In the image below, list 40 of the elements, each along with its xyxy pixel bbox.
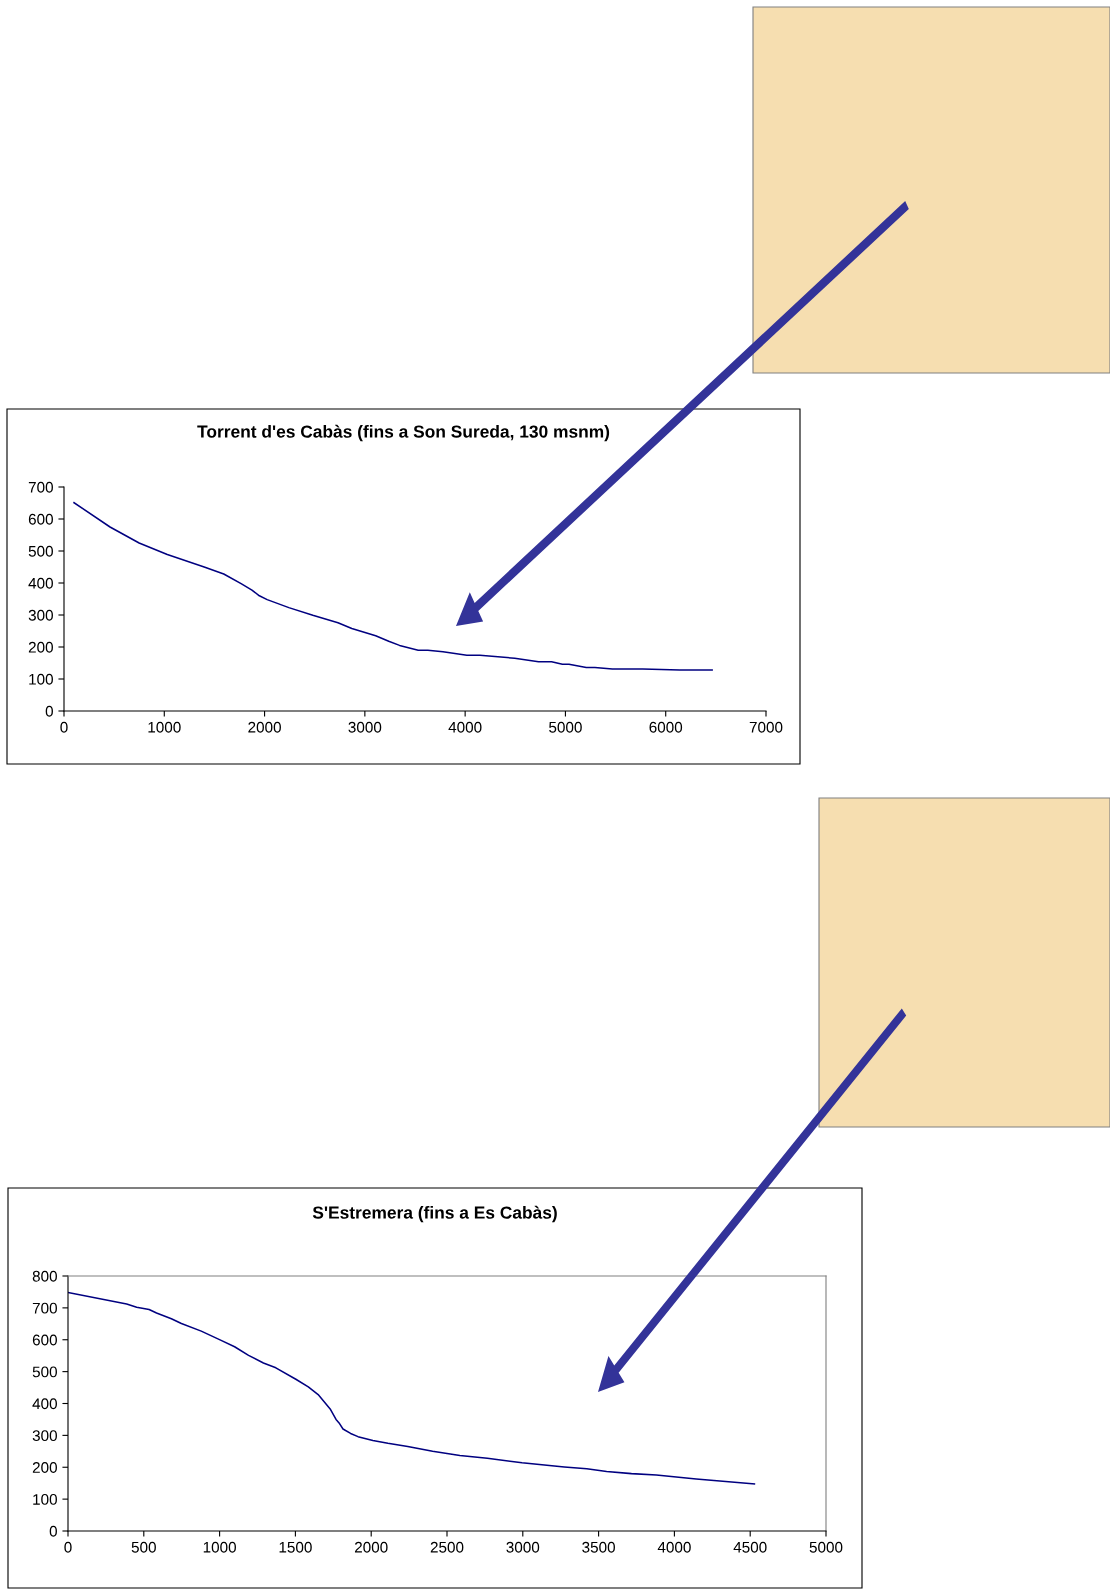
x-tick-label: 4000 [657,1541,691,1553]
x-tick-label: 6000 [649,721,683,733]
x-tick-label: 1000 [148,721,181,733]
x-tick-label: 2000 [248,721,281,733]
y-tick-label: 200 [28,641,53,653]
x-tick-label: 5000 [809,1541,843,1553]
y-tick-label: 100 [29,673,53,685]
x-tick-label: 3000 [348,721,382,733]
x-tick-label: 3000 [506,1541,540,1553]
y-tick-label: 400 [28,577,53,589]
y-tick-label: 100 [33,1493,57,1505]
x-tick-label: 1500 [279,1541,312,1553]
y-tick-label: 400 [32,1398,57,1410]
y-tick-label: 600 [28,513,53,525]
x-tick-label: 4500 [733,1541,767,1553]
line-series [68,1291,756,1485]
x-tick-label: 0 [60,721,68,733]
x-tick-label: 7000 [749,721,783,733]
x-tick-label: 4000 [448,721,482,733]
line-series [73,501,713,671]
y-tick-label: 0 [49,1525,57,1537]
y-tick-label: 200 [32,1462,57,1473]
chart-title: S'Estremera (fins a Es Cabàs) [312,1205,557,1223]
x-tick-label: 5000 [549,721,582,733]
x-tick-label: 0 [64,1541,72,1553]
y-tick-label: 700 [28,481,53,493]
x-tick-label: 500 [131,1541,156,1553]
y-tick-label: 0 [45,705,53,717]
y-tick-label: 800 [32,1270,57,1282]
y-tick-label: 300 [28,609,53,621]
x-tick-label: 2000 [354,1541,388,1553]
x-tick-label: 3500 [582,1541,615,1553]
y-tick-label: 500 [32,1366,57,1378]
y-tick-label: 600 [32,1334,57,1346]
x-tick-label: 1000 [203,1541,236,1553]
chart-title: Torrent d'es Cabàs (fins a Son Sureda, 130 msnm) [197,424,610,442]
x-tick-label: 2500 [430,1541,464,1553]
y-tick-label: 500 [28,545,53,557]
y-tick-label: 300 [32,1430,57,1442]
y-tick-label: 700 [32,1302,57,1314]
